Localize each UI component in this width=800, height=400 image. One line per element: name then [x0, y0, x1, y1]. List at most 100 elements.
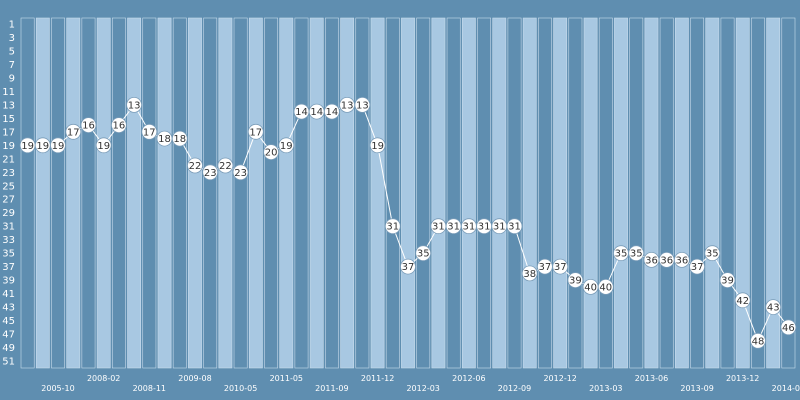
x-tick-label: 2011-09 — [315, 384, 348, 393]
data-point-label: 13 — [128, 100, 141, 111]
column-band — [598, 17, 613, 369]
data-point-label: 35 — [630, 249, 643, 260]
column-band — [690, 17, 705, 369]
x-tick-label: 2013-09 — [680, 384, 713, 393]
y-tick-label: 11 — [2, 87, 15, 98]
column-band — [446, 17, 461, 369]
data-point-label: 23 — [234, 168, 247, 179]
y-tick-label: 43 — [2, 303, 15, 314]
column-band — [766, 17, 781, 369]
column-band — [492, 17, 507, 369]
data-point-marker — [415, 245, 432, 262]
data-point-marker — [232, 164, 249, 181]
column-band — [142, 17, 157, 369]
column-band — [507, 17, 522, 369]
data-point-label: 35 — [417, 249, 430, 260]
data-point-marker — [597, 278, 614, 295]
column-band — [127, 17, 142, 369]
data-point-label: 19 — [21, 141, 34, 152]
data-point-label: 20 — [265, 148, 278, 159]
column-band — [735, 17, 750, 369]
data-point-marker — [765, 299, 782, 316]
y-tick-label: 27 — [2, 195, 15, 206]
data-point-marker — [126, 97, 143, 113]
data-point-label: 19 — [280, 141, 293, 152]
column-band — [385, 17, 400, 369]
y-tick-label: 33 — [2, 235, 15, 246]
y-tick-label: 25 — [2, 181, 15, 192]
column-band — [279, 17, 294, 369]
x-tick-label: 2012-03 — [406, 384, 439, 393]
data-point-marker — [263, 144, 280, 161]
x-tick-label: 2008-11 — [133, 384, 166, 393]
data-point-marker — [80, 117, 97, 133]
y-tick-label: 37 — [2, 262, 15, 273]
data-point-marker — [506, 218, 523, 235]
x-tick-label: 2011-05 — [270, 374, 303, 383]
y-tick-label: 9 — [9, 73, 15, 84]
column-band — [35, 17, 50, 369]
y-tick-label: 15 — [2, 114, 15, 125]
column-band — [218, 17, 233, 369]
y-tick-label: 3 — [9, 33, 15, 44]
data-point-label: 14 — [295, 107, 308, 118]
x-tick-label: 2012-09 — [498, 384, 531, 393]
column-band — [81, 17, 96, 369]
column-band — [477, 17, 491, 369]
data-point-label: 23 — [204, 168, 217, 179]
y-axis-ticks: 1357911131517192123252729313335373941434… — [2, 20, 15, 368]
y-tick-label: 13 — [2, 100, 15, 111]
data-point-label: 31 — [493, 222, 506, 233]
column-band — [629, 17, 644, 369]
column-band — [264, 17, 278, 369]
data-point-marker — [171, 130, 188, 147]
data-point-label: 36 — [676, 255, 689, 266]
column-band — [751, 17, 765, 369]
y-tick-label: 29 — [2, 208, 15, 219]
data-point-label: 36 — [645, 255, 658, 266]
column-band — [96, 17, 111, 369]
y-tick-label: 35 — [2, 249, 15, 260]
column-band — [309, 17, 324, 369]
column-band — [644, 17, 659, 369]
y-tick-label: 39 — [2, 276, 15, 287]
column-band — [674, 17, 689, 369]
y-tick-label: 49 — [2, 343, 15, 354]
data-point-label: 39 — [721, 276, 734, 287]
x-tick-label: 2011-12 — [361, 374, 394, 383]
data-point-marker — [384, 218, 401, 235]
x-tick-label: 2009-08 — [178, 374, 211, 383]
data-point-marker — [354, 97, 371, 113]
column-band — [66, 17, 81, 369]
column-band — [157, 17, 172, 369]
column-band — [172, 17, 187, 369]
data-point-label: 35 — [615, 249, 628, 260]
data-point-label: 19 — [371, 141, 384, 152]
x-tick-label: 2013-12 — [726, 374, 759, 383]
x-tick-label: 2010-05 — [224, 384, 257, 393]
data-point-label: 22 — [189, 161, 202, 172]
y-tick-label: 1 — [9, 20, 15, 31]
data-point-marker — [65, 123, 82, 140]
data-point-label: 31 — [478, 222, 491, 233]
data-point-label: 31 — [508, 222, 521, 233]
column-band — [522, 17, 537, 369]
y-tick-label: 19 — [2, 141, 15, 152]
x-tick-label: 2008-02 — [87, 374, 120, 383]
data-point-marker — [400, 258, 416, 275]
data-point-label: 13 — [356, 100, 369, 111]
y-tick-label: 41 — [2, 289, 15, 300]
x-tick-label: 2014-03 — [772, 384, 800, 393]
x-axis-ticks: 2005-10 2008-02 2008-11 2009-08 2010-05 2011-… — [41, 374, 800, 393]
data-point-label: 19 — [52, 141, 65, 152]
data-point-marker — [719, 272, 736, 289]
x-tick-label: 2012-06 — [452, 374, 485, 383]
data-point-marker — [689, 258, 705, 275]
data-point-label: 19 — [36, 141, 49, 152]
data-point-label: 18 — [173, 134, 186, 145]
data-point-marker — [187, 157, 203, 174]
data-point-marker — [369, 137, 386, 154]
data-point-marker — [521, 265, 538, 282]
